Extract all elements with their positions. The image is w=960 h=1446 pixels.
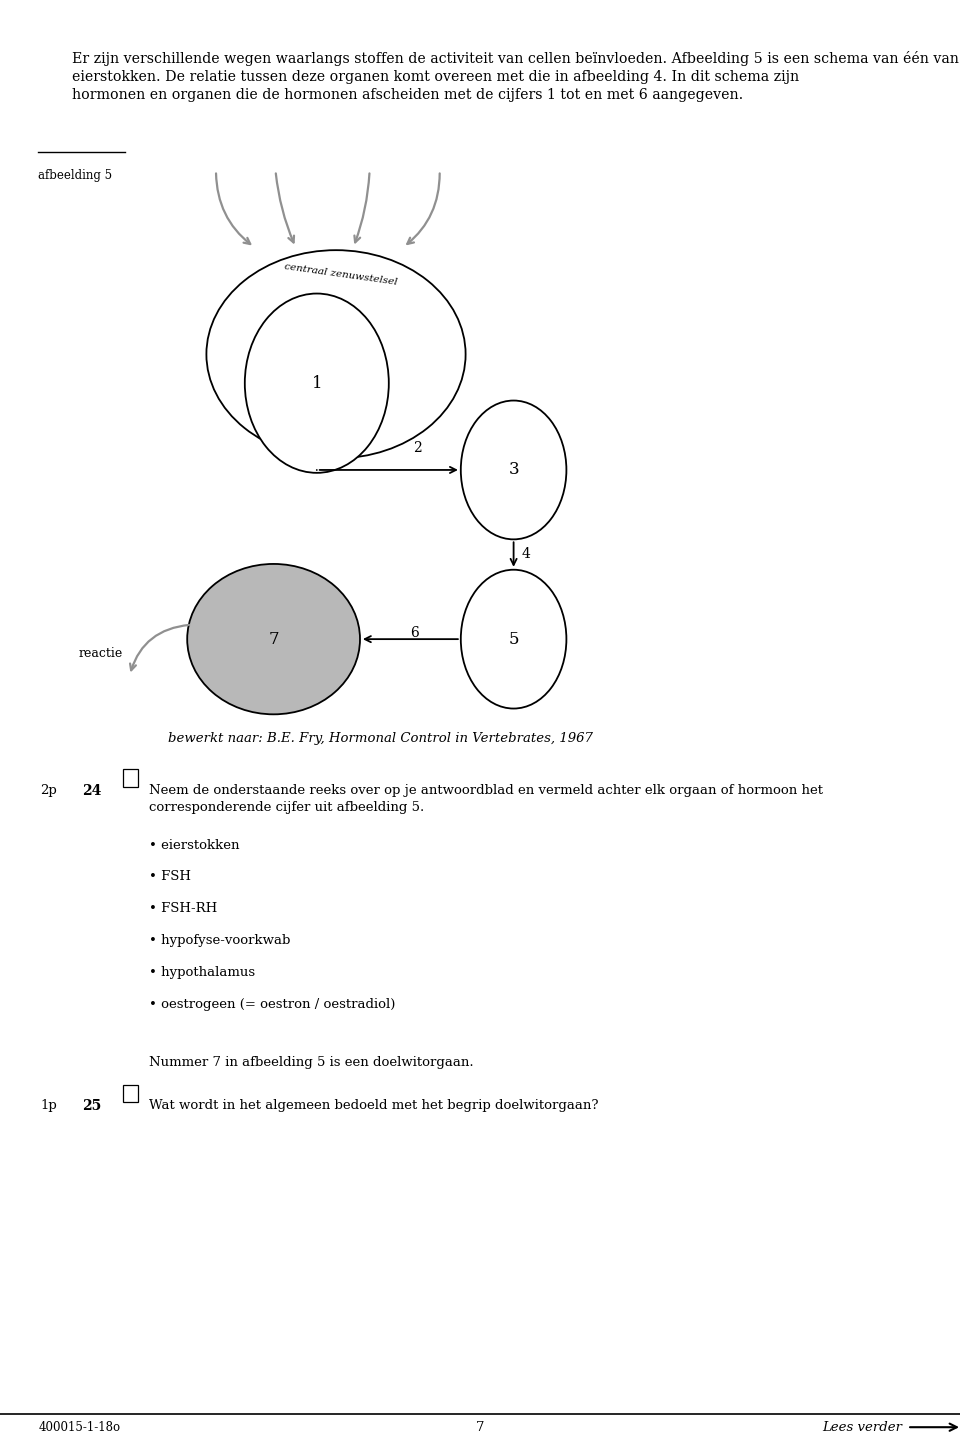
Text: 6: 6 xyxy=(410,626,420,641)
Text: 2p: 2p xyxy=(40,784,57,797)
Text: 400015-1-18o: 400015-1-18o xyxy=(38,1421,121,1433)
Text: Er zijn verschillende wegen waarlangs stoffen de activiteit van cellen beïnvloed: Er zijn verschillende wegen waarlangs st… xyxy=(72,51,960,103)
Text: 24: 24 xyxy=(82,784,101,798)
Ellipse shape xyxy=(461,401,566,539)
Text: Wat wordt in het algemeen bedoeld met het begrip doelwitorgaan?: Wat wordt in het algemeen bedoeld met he… xyxy=(149,1099,598,1112)
Text: reactie: reactie xyxy=(79,648,123,659)
Text: • FSH: • FSH xyxy=(149,870,191,884)
Text: 2: 2 xyxy=(413,441,422,455)
Bar xyxy=(123,1084,138,1102)
Ellipse shape xyxy=(187,564,360,714)
Text: • hypofyse-voorkwab: • hypofyse-voorkwab xyxy=(149,934,290,947)
Text: afbeelding 5: afbeelding 5 xyxy=(38,169,112,182)
Text: centraal zenuwstelsel: centraal zenuwstelsel xyxy=(283,262,398,286)
Bar xyxy=(123,769,138,787)
Text: • FSH-RH: • FSH-RH xyxy=(149,902,217,915)
Text: bewerkt naar: B.E. Fry, Hormonal Control in Vertebrates, 1967: bewerkt naar: B.E. Fry, Hormonal Control… xyxy=(168,732,593,745)
Text: 25: 25 xyxy=(82,1099,101,1113)
Ellipse shape xyxy=(461,570,566,709)
Text: 7: 7 xyxy=(476,1421,484,1433)
Text: 5: 5 xyxy=(509,630,518,648)
Text: Lees verder: Lees verder xyxy=(823,1421,902,1433)
Text: 4: 4 xyxy=(521,547,531,561)
Text: 3: 3 xyxy=(508,461,519,479)
Text: 1: 1 xyxy=(311,375,323,392)
Text: Neem de onderstaande reeks over op je antwoordblad en vermeld achter elk orgaan : Neem de onderstaande reeks over op je an… xyxy=(149,784,823,814)
Text: • oestrogeen (= oestron / oestradiol): • oestrogeen (= oestron / oestradiol) xyxy=(149,998,396,1011)
Text: 7: 7 xyxy=(268,630,279,648)
Text: Nummer 7 in afbeelding 5 is een doelwitorgaan.: Nummer 7 in afbeelding 5 is een doelwito… xyxy=(149,1056,473,1069)
Text: • eierstokken: • eierstokken xyxy=(149,839,239,852)
Text: 1p: 1p xyxy=(40,1099,57,1112)
Text: • hypothalamus: • hypothalamus xyxy=(149,966,255,979)
Ellipse shape xyxy=(206,250,466,458)
Ellipse shape xyxy=(245,294,389,473)
